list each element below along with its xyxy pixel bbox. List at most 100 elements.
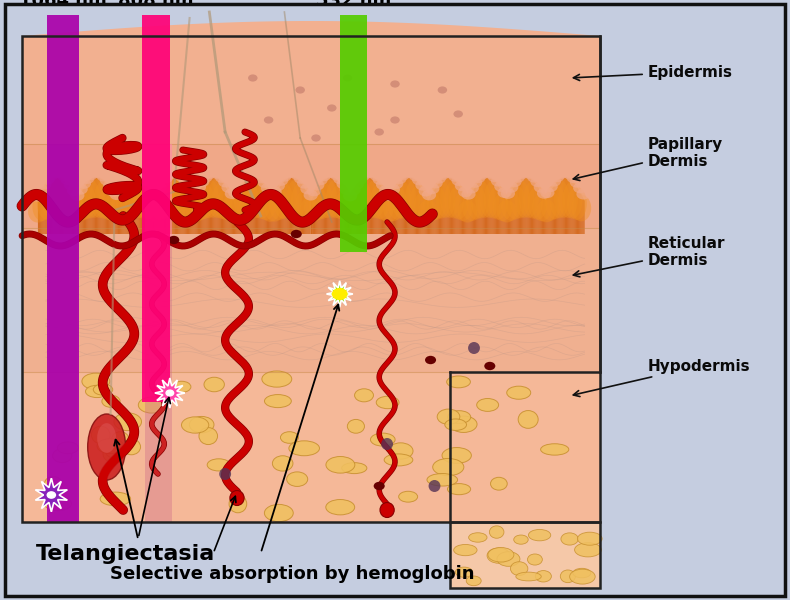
Ellipse shape bbox=[389, 178, 403, 189]
Polygon shape bbox=[386, 195, 387, 234]
Polygon shape bbox=[135, 177, 137, 234]
Ellipse shape bbox=[570, 177, 584, 188]
Ellipse shape bbox=[277, 171, 292, 182]
Ellipse shape bbox=[57, 170, 71, 181]
Ellipse shape bbox=[442, 448, 472, 463]
Polygon shape bbox=[255, 178, 256, 234]
Ellipse shape bbox=[44, 476, 62, 492]
Ellipse shape bbox=[103, 445, 125, 463]
Ellipse shape bbox=[190, 190, 210, 220]
Polygon shape bbox=[293, 177, 295, 234]
Polygon shape bbox=[471, 193, 472, 234]
Ellipse shape bbox=[97, 423, 116, 453]
Ellipse shape bbox=[330, 184, 350, 219]
Polygon shape bbox=[123, 186, 125, 234]
Polygon shape bbox=[559, 179, 560, 234]
Polygon shape bbox=[165, 182, 166, 234]
Polygon shape bbox=[180, 179, 182, 234]
Polygon shape bbox=[290, 177, 291, 234]
Bar bbox=[47, 15, 79, 522]
Ellipse shape bbox=[291, 183, 310, 219]
Bar bbox=[142, 15, 170, 402]
Ellipse shape bbox=[518, 410, 538, 428]
Polygon shape bbox=[43, 189, 44, 234]
Polygon shape bbox=[525, 177, 527, 234]
Ellipse shape bbox=[70, 190, 85, 201]
Ellipse shape bbox=[510, 180, 530, 218]
Ellipse shape bbox=[287, 472, 308, 487]
Ellipse shape bbox=[529, 529, 551, 541]
Polygon shape bbox=[281, 184, 282, 234]
Polygon shape bbox=[321, 183, 322, 234]
Ellipse shape bbox=[282, 177, 302, 218]
Bar bbox=[22, 228, 600, 372]
Polygon shape bbox=[366, 178, 367, 234]
Ellipse shape bbox=[251, 169, 265, 180]
Polygon shape bbox=[400, 182, 401, 234]
Ellipse shape bbox=[573, 568, 591, 578]
Ellipse shape bbox=[491, 478, 507, 490]
Polygon shape bbox=[465, 197, 466, 234]
Polygon shape bbox=[534, 182, 536, 234]
Polygon shape bbox=[186, 186, 187, 234]
Ellipse shape bbox=[497, 551, 520, 566]
Ellipse shape bbox=[166, 167, 180, 178]
Polygon shape bbox=[396, 187, 397, 234]
Polygon shape bbox=[303, 186, 304, 234]
Ellipse shape bbox=[264, 116, 273, 124]
Polygon shape bbox=[213, 177, 214, 234]
Ellipse shape bbox=[107, 199, 126, 222]
Polygon shape bbox=[352, 195, 353, 234]
Ellipse shape bbox=[198, 172, 213, 182]
Text: 808 nm: 808 nm bbox=[118, 0, 194, 10]
Ellipse shape bbox=[215, 172, 229, 183]
Ellipse shape bbox=[431, 181, 451, 218]
Polygon shape bbox=[60, 178, 61, 234]
Ellipse shape bbox=[209, 167, 223, 178]
Polygon shape bbox=[190, 194, 191, 234]
Ellipse shape bbox=[446, 376, 470, 388]
Polygon shape bbox=[71, 190, 72, 234]
Ellipse shape bbox=[243, 177, 262, 218]
Polygon shape bbox=[427, 198, 428, 234]
Polygon shape bbox=[214, 177, 216, 234]
Polygon shape bbox=[141, 179, 142, 234]
Ellipse shape bbox=[94, 181, 114, 218]
Polygon shape bbox=[196, 196, 197, 234]
Ellipse shape bbox=[125, 177, 145, 218]
Ellipse shape bbox=[361, 177, 381, 218]
Polygon shape bbox=[200, 188, 201, 234]
Ellipse shape bbox=[346, 185, 360, 196]
Polygon shape bbox=[156, 197, 157, 234]
Polygon shape bbox=[89, 180, 91, 234]
Ellipse shape bbox=[562, 181, 582, 218]
Ellipse shape bbox=[445, 168, 459, 179]
Ellipse shape bbox=[238, 171, 252, 182]
Ellipse shape bbox=[102, 395, 120, 407]
Ellipse shape bbox=[383, 194, 403, 221]
Ellipse shape bbox=[519, 178, 539, 218]
Ellipse shape bbox=[537, 188, 551, 199]
Ellipse shape bbox=[322, 177, 341, 218]
Polygon shape bbox=[483, 178, 485, 234]
Polygon shape bbox=[521, 178, 522, 234]
Ellipse shape bbox=[371, 433, 395, 446]
Ellipse shape bbox=[442, 167, 456, 178]
Ellipse shape bbox=[103, 180, 118, 191]
Polygon shape bbox=[453, 179, 454, 234]
Ellipse shape bbox=[159, 172, 173, 183]
Polygon shape bbox=[299, 182, 301, 234]
Polygon shape bbox=[316, 190, 318, 234]
Polygon shape bbox=[537, 187, 539, 234]
Polygon shape bbox=[542, 194, 543, 234]
Ellipse shape bbox=[142, 181, 156, 191]
Ellipse shape bbox=[492, 193, 512, 221]
Ellipse shape bbox=[356, 170, 371, 181]
Ellipse shape bbox=[134, 181, 153, 218]
Polygon shape bbox=[128, 181, 129, 234]
Ellipse shape bbox=[105, 443, 125, 458]
Ellipse shape bbox=[379, 185, 393, 196]
Polygon shape bbox=[155, 199, 156, 234]
Ellipse shape bbox=[111, 191, 131, 221]
Ellipse shape bbox=[72, 192, 92, 221]
